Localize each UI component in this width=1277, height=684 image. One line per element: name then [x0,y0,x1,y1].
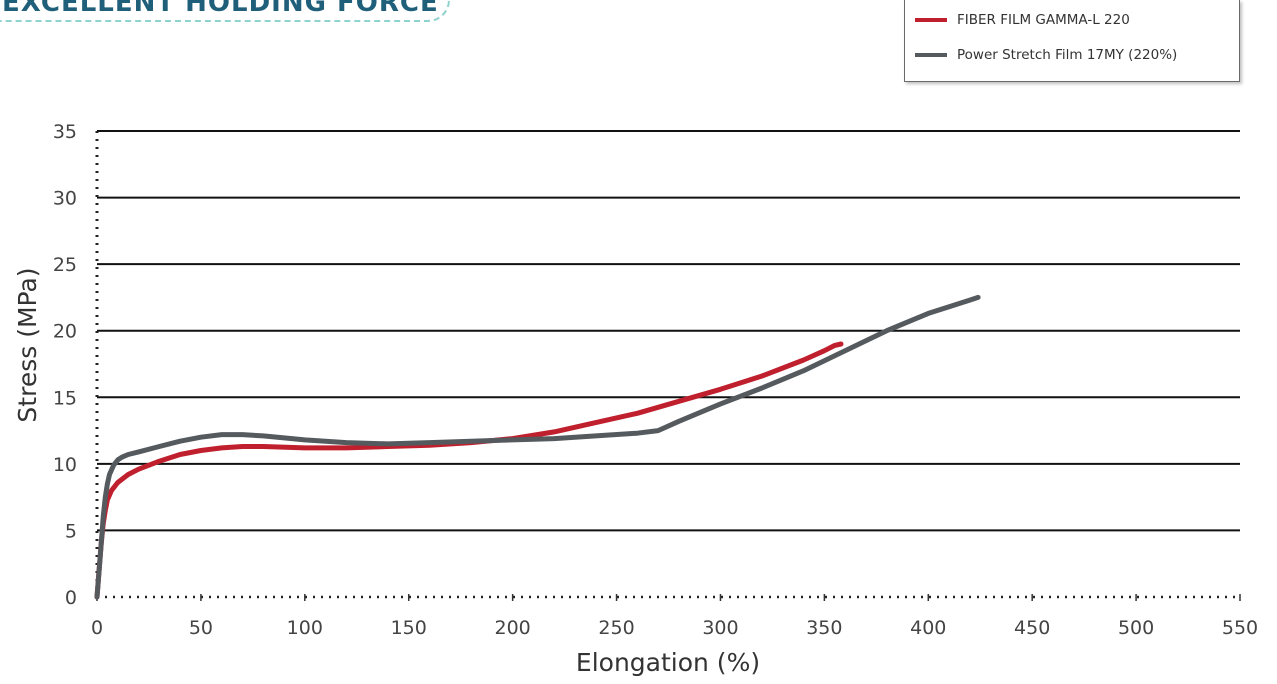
x-tick-label: 400 [910,617,946,639]
y-axis-title: Stress (MPa) [13,267,42,422]
y-tick-label: 30 [53,188,77,210]
y-tick-label: 25 [53,254,77,276]
legend-label-power-stretch: Power Stretch Film 17MY (220%) [957,47,1178,63]
series-line-power-stretch [94,294,981,600]
series-line-fiber-film [94,341,844,600]
x-tick-label: 200 [495,617,531,639]
y-tick-label: 20 [53,321,77,343]
x-tick-label: 350 [806,617,842,639]
y-tick-label: 15 [53,387,77,409]
legend-label-fiber-film: FIBER FILM GAMMA-L 220 [957,12,1130,28]
x-axis-title: Elongation (%) [576,648,760,677]
x-tick-label: 300 [702,617,738,639]
x-tick-label: 550 [1222,617,1258,639]
legend-swatch-power-stretch [915,53,947,57]
x-tick-label: 250 [598,617,634,639]
chart-legend: FIBER FILM GAMMA-L 220 Power Stretch Fil… [904,0,1240,82]
grid-lines [97,130,1240,532]
y-tick-label: 10 [53,454,77,476]
x-tick-label: 50 [189,617,213,639]
legend-swatch-fiber-film [915,18,947,22]
legend-item-power-stretch: Power Stretch Film 17MY (220%) [915,47,1177,63]
series-lines [94,294,981,600]
axis-labels: Elongation (%) Stress (MPa) [13,267,760,677]
x-tick-label: 0 [91,617,103,639]
y-tick-label: 35 [53,121,77,143]
x-tick-label: 500 [1118,617,1154,639]
header-title: EXCELLENT HOLDING FORCE [2,0,439,18]
legend-item-fiber-film: FIBER FILM GAMMA-L 220 [915,12,1130,28]
y-tick-label: 0 [65,587,77,609]
y-tick-label: 5 [65,520,77,542]
x-tick-label: 450 [1014,617,1050,639]
x-tick-label: 150 [391,617,427,639]
x-tick-label: 100 [287,617,323,639]
